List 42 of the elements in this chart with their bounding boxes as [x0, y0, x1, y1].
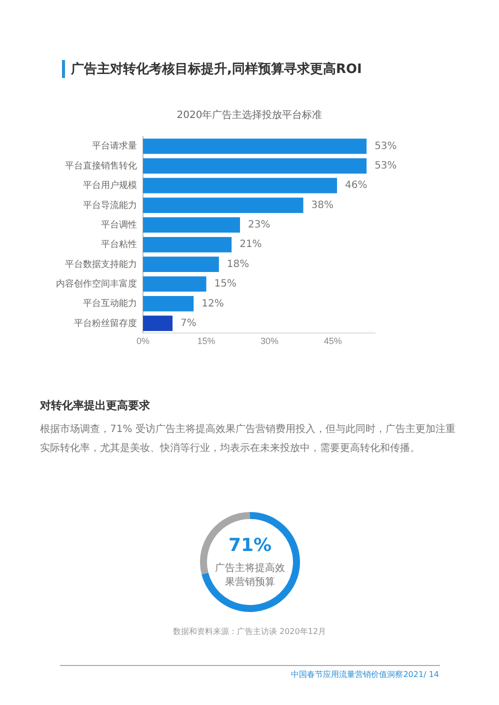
x-tick-label: 15% [197, 336, 216, 346]
chart-subtitle: 2020年广告主选择投放平台标准 [176, 108, 324, 122]
text: 广告主将提高效果营销预算 [215, 562, 285, 590]
bar [143, 276, 206, 292]
data-label: 15% [214, 278, 237, 290]
bar [143, 316, 173, 332]
y-tick-label: 平台粘性 [101, 239, 137, 250]
x-tick-label: 0% [136, 336, 150, 346]
y-tick-label: 内容创作空间丰富度 [56, 278, 137, 288]
data-label: 12% [202, 298, 224, 310]
y-tick-label: 平台互动能力 [83, 298, 137, 308]
bar [143, 236, 232, 252]
data-label: 18% [226, 258, 250, 270]
data-label: 23% [248, 220, 270, 231]
y-tick-label: 平台直接销售转化 [65, 160, 137, 170]
data-label: 7% [180, 318, 196, 329]
data-label: 53% [374, 140, 397, 152]
bar [143, 198, 304, 213]
y-tick-label: 平台导流能力 [83, 200, 137, 210]
data-label: 46% [345, 180, 368, 192]
text: 数据和资料来源：广告主访谈 2020年12月 [172, 626, 328, 637]
bar [143, 178, 338, 194]
text: 对转化率提出更高要求 [40, 398, 150, 413]
text: 中国春节应用流量营销价值洞察2021/ 14 [291, 669, 439, 680]
bar [143, 256, 219, 272]
bar [143, 217, 240, 233]
data-label: 38% [311, 200, 334, 211]
x-tick-label: 45% [324, 336, 342, 346]
chart-subtitle: 根据市场调查，71% 受访广告主将提高效果广告营销费用投入，但与此同时，广告主更加注重实际转化率，尤其是美妆、快消等行业，均表示在未来投放中，需要更高转化和传播。 [40, 422, 456, 456]
data-label: 21% [240, 239, 262, 250]
y-tick-label: 平台用户规模 [83, 180, 137, 190]
bar [143, 296, 194, 312]
data-label: 71% [227, 535, 273, 556]
x-tick-label: 30% [260, 336, 279, 346]
chart-title: 广告主对转化考核目标提升,同样预算寻求更高ROI [62, 60, 362, 78]
y-tick-label: 平台粉丝留存度 [74, 318, 137, 328]
y-tick-label: 平台数据支持能力 [65, 258, 137, 269]
data-label: 53% [374, 160, 397, 172]
y-tick-label: 平台调性 [101, 219, 137, 230]
bar [143, 158, 367, 174]
bar [143, 138, 367, 154]
y-tick-label: 平台请求量 [92, 140, 137, 151]
